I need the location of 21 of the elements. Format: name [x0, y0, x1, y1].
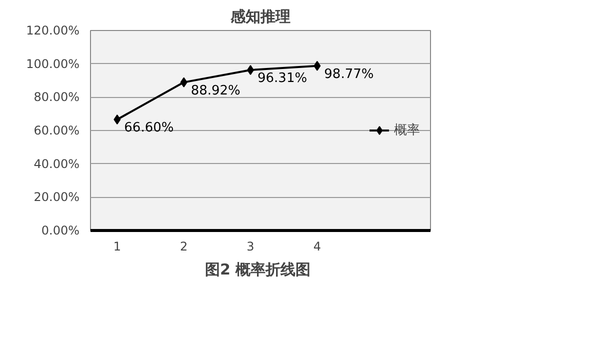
x-tick-label: 4 — [313, 240, 321, 254]
legend-label: 概率 — [394, 122, 420, 139]
x-tick-label: 2 — [180, 240, 188, 254]
y-tick-label: 80.00% — [34, 90, 80, 104]
data-label: 98.77% — [324, 66, 374, 82]
y-tick-label: 20.00% — [34, 190, 80, 204]
y-tick-label: 60.00% — [34, 124, 80, 138]
y-tick-label: 40.00% — [34, 156, 80, 171]
data-label: 96.31% — [258, 70, 308, 86]
point — [114, 114, 121, 124]
caption: 图2 概率折线图 — [205, 260, 311, 278]
data-label: 66.60% — [124, 120, 174, 136]
y-tick-label: 100.00% — [26, 56, 80, 71]
y-tick-label: 0.00% — [41, 224, 80, 238]
point — [314, 60, 321, 71]
data-label: 88.92% — [190, 83, 240, 98]
chart-title: 感知推理 — [230, 8, 290, 26]
x-tick-label: 3 — [246, 240, 254, 254]
y-tick-label: 120.00% — [26, 24, 80, 38]
point — [180, 77, 188, 88]
x-tick-label: 1 — [113, 240, 121, 254]
